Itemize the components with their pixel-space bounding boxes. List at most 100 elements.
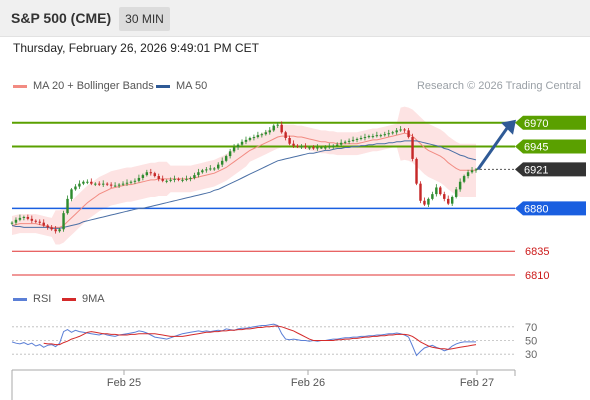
level-tag-6921 <box>515 162 586 177</box>
candle-body <box>62 213 65 230</box>
candle-body <box>228 151 232 157</box>
candle-body <box>101 183 105 185</box>
candle-body <box>363 137 367 139</box>
candle-body <box>90 181 93 184</box>
candle-body <box>217 164 220 169</box>
candle-body <box>240 141 244 145</box>
candle-body <box>387 133 390 135</box>
candles <box>10 121 478 234</box>
candle-body <box>371 136 375 138</box>
legend-rsi-ma-label: 9MA <box>82 293 105 305</box>
credit: Research © 2026 Trading Central <box>416 80 581 92</box>
timeframe-button[interactable]: 30 MIN <box>119 7 170 31</box>
candle-body <box>98 183 101 185</box>
x-tick-label: Feb 25 <box>107 377 141 389</box>
candle-body <box>379 135 383 137</box>
candle-body <box>320 147 323 149</box>
candle-body <box>181 179 184 181</box>
candle-body <box>450 196 454 204</box>
legend-rsi: RSI <box>13 293 51 305</box>
candle-body <box>439 187 442 195</box>
rsi-ma-line <box>43 325 477 350</box>
candle-body <box>78 183 81 187</box>
candle-body <box>213 168 216 170</box>
candle-body <box>304 146 307 148</box>
candle-body <box>173 178 176 180</box>
level-label-6835: 6835 <box>525 246 549 258</box>
candle-body <box>415 158 418 184</box>
candle-body <box>343 141 347 143</box>
candle-body <box>141 175 145 178</box>
legend-rsi-label: RSI <box>33 293 52 305</box>
candle-body <box>458 181 462 190</box>
candle-body <box>74 186 77 190</box>
candle-body <box>268 130 271 133</box>
candle-body <box>367 136 371 138</box>
candle-body <box>248 138 252 140</box>
x-tick-label: Feb 27 <box>460 377 494 389</box>
candle-body <box>324 147 327 149</box>
candle-body <box>220 160 224 165</box>
rsi-swatch <box>13 297 27 301</box>
rsi-tick-50: 50 <box>525 336 537 348</box>
candle-body <box>38 221 41 223</box>
candle-body <box>355 138 359 140</box>
candle-body <box>300 146 303 148</box>
candle-body <box>149 172 153 174</box>
candle-body <box>383 134 387 136</box>
level-tag-6880 <box>515 201 586 216</box>
candle-body <box>201 170 204 173</box>
candle-body <box>105 183 109 185</box>
candle-body <box>209 168 212 170</box>
candle-body <box>10 222 14 224</box>
candle-body <box>328 146 331 148</box>
candle-body <box>197 172 200 176</box>
candle-body <box>185 178 188 180</box>
candle-body <box>50 227 53 230</box>
candle-body <box>316 147 319 149</box>
chart-title: S&P 500 (CME) <box>11 10 112 26</box>
candle-body <box>431 194 434 199</box>
candle-body <box>351 139 355 141</box>
ma50-line <box>11 140 477 229</box>
candle-body <box>252 137 256 139</box>
bollinger-band <box>12 106 476 245</box>
candle-body <box>58 229 61 232</box>
candle-body <box>129 181 133 183</box>
candle-body <box>462 176 466 182</box>
candle-body <box>193 175 196 178</box>
candle-body <box>30 218 34 221</box>
candle-body <box>109 184 113 186</box>
candle-body <box>403 129 406 131</box>
candle-body <box>423 200 426 205</box>
candle-body <box>54 229 57 232</box>
candle-body <box>224 156 228 161</box>
candle-body <box>312 147 315 149</box>
timestamp: Thursday, February 26, 2026 9:49:01 PM C… <box>13 41 259 55</box>
candle-body <box>280 124 283 133</box>
header-bar: S&P 500 (CME) 30 MIN <box>0 0 590 37</box>
candle-body <box>153 173 156 177</box>
candle-body <box>375 135 379 137</box>
legend-ma20: MA 20 + Bollinger Bands <box>13 80 154 92</box>
level-label-6921: 6921 <box>524 164 548 176</box>
candle-body <box>335 144 339 146</box>
candle-body <box>113 185 117 187</box>
candle-body <box>18 217 22 220</box>
candle-body <box>177 178 180 180</box>
candle-body <box>296 145 299 147</box>
candle-body <box>46 225 49 228</box>
candle-body <box>189 177 192 179</box>
candle-body <box>157 176 160 179</box>
candle-body <box>391 132 394 134</box>
candle-body <box>236 144 240 148</box>
x-tick-label: Feb 26 <box>291 377 325 389</box>
level-label-6810: 6810 <box>525 270 549 282</box>
candle-body <box>411 137 414 159</box>
ma20-line <box>11 132 476 228</box>
candle-body <box>66 198 69 214</box>
forecast-arrow-shaft <box>476 125 510 171</box>
rsi-tick-30: 30 <box>525 349 537 361</box>
candle-body <box>121 183 125 185</box>
